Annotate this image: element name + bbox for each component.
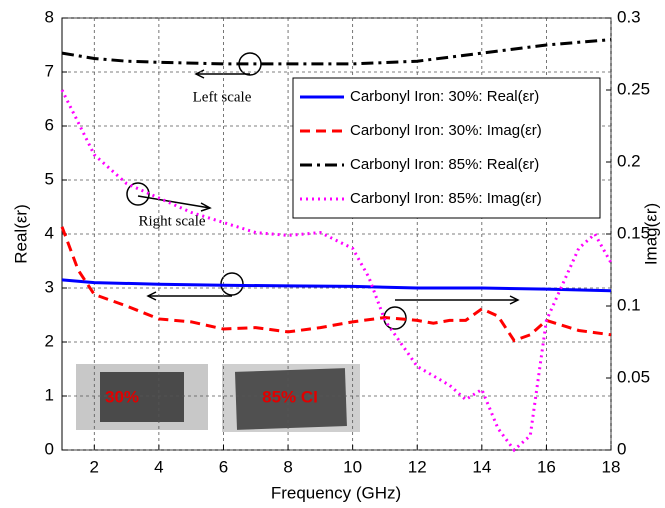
annotation: 85% CI bbox=[262, 387, 318, 406]
y-tick-label: 2 bbox=[45, 331, 54, 350]
y-tick-label: 8 bbox=[45, 7, 54, 26]
y-tick-label: 3 bbox=[45, 277, 54, 296]
x-tick-label: 14 bbox=[472, 457, 491, 476]
legend-label: Carbonyl Iron: 30%: Real(εr) bbox=[350, 88, 539, 105]
x-tick-label: 12 bbox=[408, 457, 427, 476]
series-line bbox=[60, 226, 612, 343]
x-axis-label: Frequency (GHz) bbox=[271, 483, 401, 502]
series-line bbox=[61, 278, 612, 293]
x-tick-label: 6 bbox=[219, 457, 228, 476]
annotation: Left scale bbox=[193, 89, 252, 105]
legend-label: Carbonyl Iron: 85%: Real(εr) bbox=[350, 156, 539, 173]
annotation: Right scale bbox=[138, 213, 205, 229]
x-tick-label: 18 bbox=[602, 457, 621, 476]
series-line bbox=[60, 89, 613, 453]
y2-tick-label: 0.05 bbox=[617, 367, 650, 386]
legend-label: Carbonyl Iron: 85%: Imag(εr) bbox=[350, 190, 542, 207]
legend-label: Carbonyl Iron: 30%: Imag(εr) bbox=[350, 122, 542, 139]
x-tick-label: 2 bbox=[90, 457, 99, 476]
y-axis-label: Real(εr) bbox=[11, 204, 30, 264]
y-tick-label: 7 bbox=[45, 61, 54, 80]
y-tick-label: 6 bbox=[45, 115, 54, 134]
legend-box bbox=[292, 77, 601, 219]
series-line bbox=[61, 38, 612, 66]
y2-tick-label: 0.15 bbox=[617, 223, 650, 242]
y-tick-label: 1 bbox=[45, 385, 54, 404]
annotation: 30% bbox=[105, 387, 139, 406]
x-tick-label: 16 bbox=[537, 457, 556, 476]
y2-tick-label: 0.25 bbox=[617, 79, 650, 98]
inset-photos bbox=[76, 364, 360, 432]
y2-tick-label: 0.1 bbox=[617, 295, 641, 314]
y2-tick-label: 0 bbox=[617, 439, 626, 458]
legend: Carbonyl Iron: 30%: Real(εr) Carbonyl Iro… bbox=[292, 77, 601, 219]
y-tick-label: 0 bbox=[45, 439, 54, 458]
y2-axis-label: Imag(εr) bbox=[641, 203, 660, 265]
y-tick-label: 4 bbox=[45, 223, 54, 242]
x-tick-label: 4 bbox=[154, 457, 163, 476]
y2-tick-label: 0.3 bbox=[617, 7, 641, 26]
y2-tick-label: 0.2 bbox=[617, 151, 641, 170]
y-tick-label: 5 bbox=[45, 169, 54, 188]
x-tick-label: 10 bbox=[343, 457, 362, 476]
x-tick-label: 8 bbox=[283, 457, 292, 476]
